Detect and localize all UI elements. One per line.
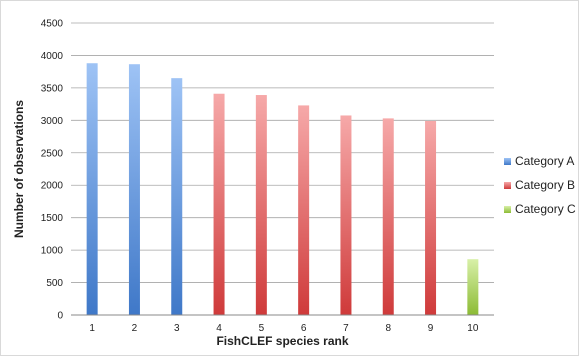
bar-category-b-rank-7 [340, 115, 352, 315]
bar-category-a-rank-3 [171, 78, 183, 316]
legend-swatch [504, 206, 511, 213]
legend-swatch [504, 182, 511, 189]
bar-chart: 0 500 1000 1500 2000 2500 3000 3500 4000 4500 1 2 3… [12, 19, 576, 349]
x-tick-label: 10 [467, 323, 479, 334]
y-tick-label: 4000 [41, 51, 64, 62]
y-tick-label: 3000 [41, 116, 64, 127]
bar-category-a-rank-2 [128, 64, 140, 316]
bar-category-b-rank-9 [425, 120, 437, 315]
y-tick-label: 2500 [41, 148, 64, 159]
legend-label: Category C [515, 202, 576, 216]
x-axis-ticks: 1 2 3 4 5 6 7 8 9 10 [89, 323, 478, 334]
x-axis-title: FishCLEF species rank [216, 334, 348, 348]
gridlines [71, 22, 494, 283]
x-tick-label: 3 [174, 323, 180, 334]
y-axis-ticks: 0 500 1000 1500 2000 2500 3000 3500 4000 4500 [41, 19, 64, 322]
y-tick-label: 500 [46, 278, 63, 289]
legend-label: Category A [515, 154, 574, 168]
bar-category-c-rank-10 [467, 259, 479, 315]
x-tick-label: 7 [343, 323, 349, 334]
y-tick-label: 1500 [41, 213, 64, 224]
bar-category-b-rank-8 [382, 118, 394, 316]
legend: Category A Category B Category C [504, 154, 576, 216]
x-tick-label: 6 [301, 323, 307, 334]
bar-category-b-rank-6 [298, 105, 310, 315]
y-tick-label: 4500 [41, 19, 64, 30]
legend-swatch [504, 158, 511, 165]
x-tick-label: 8 [385, 323, 391, 334]
bar-category-a-rank-1 [86, 63, 98, 315]
y-tick-label: 0 [57, 311, 63, 322]
y-axis-title: Number of observations [12, 100, 26, 238]
y-tick-label: 1000 [41, 246, 64, 257]
x-tick-label: 4 [216, 323, 222, 334]
x-tick-label: 1 [89, 323, 95, 334]
bar-category-b-rank-4 [213, 93, 225, 316]
x-tick-label: 2 [132, 323, 138, 334]
x-tick-label: 5 [259, 323, 265, 334]
x-tick-label: 9 [428, 323, 434, 334]
bar-category-b-rank-5 [255, 95, 267, 315]
legend-label: Category B [515, 178, 575, 192]
bars [86, 63, 479, 316]
y-tick-label: 2000 [41, 181, 64, 192]
y-tick-label: 3500 [41, 83, 64, 94]
